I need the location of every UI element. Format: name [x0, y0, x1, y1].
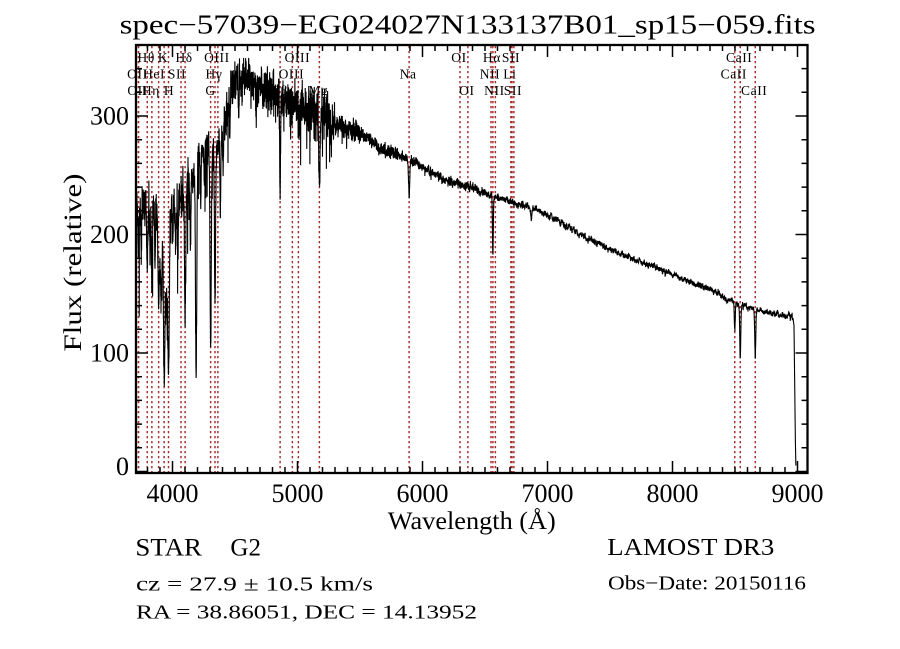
- svg-text:spec−57039−EG024027N133137B01_: spec−57039−EG024027N133137B01_sp15−059.f…: [120, 10, 816, 40]
- svg-text:SII: SII: [502, 50, 520, 65]
- svg-text:NII: NII: [484, 83, 505, 98]
- svg-text:OII: OII: [127, 66, 148, 81]
- svg-text:Hβ: Hβ: [270, 83, 288, 98]
- svg-text:Hγ: Hγ: [206, 66, 223, 81]
- svg-text:OII: OII: [127, 83, 148, 98]
- svg-text:CaII: CaII: [726, 50, 752, 65]
- svg-text:Flux (relative): Flux (relative): [60, 174, 87, 352]
- svg-text:G2: G2: [230, 535, 261, 562]
- svg-text:Mg: Mg: [308, 83, 328, 98]
- svg-text:9000: 9000: [772, 479, 824, 508]
- svg-text:Hα: Hα: [483, 50, 501, 65]
- svg-text:Wavelength (Å): Wavelength (Å): [388, 508, 556, 535]
- svg-text:OIII: OIII: [285, 50, 311, 65]
- svg-text:8000: 8000: [647, 479, 699, 508]
- svg-text:CaII: CaII: [721, 66, 747, 81]
- svg-text:NII: NII: [480, 66, 501, 81]
- svg-text:SII: SII: [504, 83, 522, 98]
- svg-text:200: 200: [90, 220, 129, 249]
- svg-text:STAR: STAR: [135, 535, 202, 562]
- svg-text:CaII: CaII: [741, 83, 767, 98]
- svg-text:Hθ: Hθ: [137, 50, 154, 65]
- svg-text:RA = 38.86051, DEC = 14.1395: RA = 38.86051, DEC = 14.13952: [136, 602, 477, 624]
- svg-text:Li: Li: [503, 66, 516, 81]
- svg-text:Na: Na: [400, 66, 417, 81]
- svg-text:G: G: [205, 83, 215, 98]
- svg-text:5000: 5000: [272, 479, 324, 508]
- svg-text:OI: OI: [451, 50, 466, 65]
- svg-text:OI: OI: [459, 83, 474, 98]
- svg-text:OIII: OIII: [204, 50, 230, 65]
- svg-text:7000: 7000: [522, 479, 574, 508]
- svg-text:Hη: Hη: [142, 83, 160, 98]
- svg-text:cz = 27.9 ± 10.5 km/s: cz = 27.9 ± 10.5 km/s: [136, 574, 373, 596]
- svg-text:SII: SII: [168, 66, 186, 81]
- svg-text:LAMOST DR3: LAMOST DR3: [607, 534, 774, 561]
- svg-text:OIII: OIII: [279, 66, 305, 81]
- svg-text:300: 300: [90, 102, 129, 131]
- svg-text:0: 0: [116, 452, 129, 481]
- svg-text:6000: 6000: [397, 479, 449, 508]
- svg-text:Hδ: Hδ: [175, 50, 192, 65]
- svg-text:100: 100: [90, 339, 129, 368]
- svg-text:H: H: [164, 83, 174, 98]
- svg-text:Obs−Date: 20150116: Obs−Date: 20150116: [608, 573, 806, 595]
- svg-text:4000: 4000: [147, 479, 199, 508]
- svg-text:K: K: [158, 50, 168, 65]
- svg-text:HeI: HeI: [143, 66, 165, 81]
